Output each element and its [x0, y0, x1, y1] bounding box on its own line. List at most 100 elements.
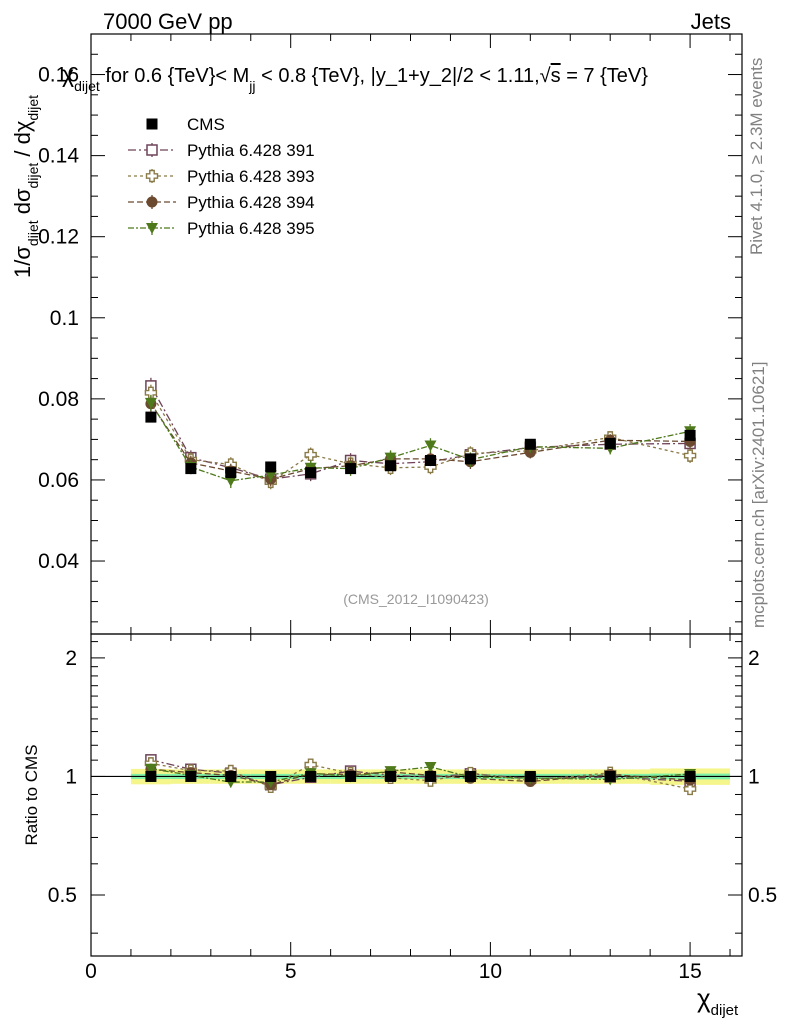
- data-point: [683, 449, 697, 462]
- ratio-y-tick-label-left: 2: [65, 647, 77, 670]
- x-tick-label: 5: [285, 960, 297, 983]
- legend-entry: CMS: [146, 115, 225, 134]
- ratio-axes: 0 5 10 15 0.5 0.5 1 1 2 2: [48, 634, 777, 983]
- data-point: [264, 470, 277, 482]
- ylabel-c-sub: dijet: [25, 95, 41, 121]
- data-point: [524, 438, 536, 450]
- ratio-series-line: [150, 766, 691, 783]
- title-tail: < 0.8 {TeV}, |y_1+y_2|/2 < 1.11,: [256, 65, 540, 87]
- data-point: [224, 475, 237, 487]
- ratio-point: [464, 770, 476, 782]
- y-tick-label: 0.08: [38, 388, 79, 411]
- ratio-y-axis-label: Ratio to CMS: [22, 744, 41, 845]
- title-sqrt: √: [540, 65, 551, 87]
- title-sub-dijet: dijet: [74, 78, 100, 94]
- legend-marker: [146, 196, 158, 208]
- ratio-plot-frame: [90, 633, 743, 957]
- data-point: [424, 454, 436, 466]
- legend-marker: [146, 118, 158, 130]
- y-tick-label: 0.04: [38, 550, 79, 573]
- ratio-point: [144, 763, 157, 775]
- ylabel-b-sub: dijet: [25, 163, 41, 189]
- x-axis-label: χdijet: [697, 983, 739, 1019]
- series-cms: [145, 411, 696, 479]
- data-point: [424, 440, 437, 452]
- main-axes: 0.04 0.06 0.08 0.1 0.12 0.14 0.16: [38, 33, 742, 634]
- series-line: [150, 402, 691, 482]
- main-series-layer: [144, 377, 697, 490]
- y-axis-label: 1/σdijet dσdijet / dχdijet: [10, 95, 41, 278]
- legend-marker: [146, 223, 158, 234]
- rivet-version-text: Rivet 4.1.0, ≥ 2.3M events: [747, 58, 766, 255]
- ylabel-c: / dχ: [10, 120, 35, 163]
- plot-title: χdijet for 0.6 {TeV}< Mjj < 0.8 {TeV}, |…: [62, 61, 648, 94]
- legend-label: Pythia 6.428 391: [187, 141, 315, 160]
- legend-entry: Pythia 6.428 394: [128, 193, 315, 212]
- legend-entry: Pythia 6.428 391: [128, 141, 315, 160]
- data-point: [345, 463, 357, 475]
- xlabel-sub: dijet: [711, 1002, 739, 1019]
- x-tick-label: 0: [85, 960, 97, 983]
- series-line: [150, 403, 691, 480]
- data-point: [384, 452, 397, 464]
- ratio-point: [385, 770, 397, 782]
- y-tick-label: 0.06: [38, 469, 79, 492]
- data-point: [385, 460, 397, 472]
- ratio-point: [305, 770, 317, 782]
- ratio-y-tick-label-left: 1: [65, 765, 77, 788]
- xlabel-chi: χ: [697, 983, 711, 1013]
- title-chi: χ: [62, 61, 74, 87]
- title-sub-jj: jj: [248, 78, 255, 94]
- header-left: 7000 GeV pp: [103, 9, 233, 34]
- mcplots-text: mcplots.cern.ch [arXiv:2401.10621]: [749, 362, 768, 628]
- ratio-series-line: [150, 762, 691, 790]
- data-point: [225, 467, 237, 479]
- ratio-point: [524, 770, 536, 782]
- title-mid: for 0.6 {TeV}< M: [100, 65, 250, 87]
- legend-label: Pythia 6.428 393: [187, 167, 315, 186]
- ratio-point: [684, 770, 696, 782]
- ylabel-b: dσ: [10, 188, 35, 220]
- ratio-series-layer: [144, 754, 697, 796]
- legend-marker: [145, 169, 159, 183]
- ratio-y-tick-label-left: 0.5: [48, 884, 77, 907]
- data-point: [144, 397, 157, 409]
- ratio-y-tick-label-right: 2: [748, 647, 760, 670]
- x-tick-label: 15: [678, 960, 701, 983]
- data-point: [684, 429, 696, 441]
- legend-entry: Pythia 6.428 395: [128, 219, 315, 238]
- data-point: [265, 461, 277, 473]
- data-point: [305, 467, 317, 479]
- y-tick-label: 0.14: [38, 145, 79, 168]
- y-tick-label: 0.16: [38, 64, 79, 87]
- data-point: [185, 463, 197, 475]
- ratio-series-cms: [145, 770, 696, 782]
- y-tick-label: 0.1: [50, 307, 79, 330]
- title-end: = 7 {TeV}: [561, 65, 649, 87]
- ratio-point: [185, 770, 197, 782]
- ratio-point: [424, 761, 437, 773]
- legend: CMS Pythia 6.428 391 Pythia 6.428 393 Pythi…: [128, 115, 315, 238]
- legend-label: Pythia 6.428 394: [187, 193, 315, 212]
- ratio-point: [265, 770, 277, 782]
- data-point: [464, 453, 476, 465]
- y-tick-label: 0.12: [38, 226, 79, 249]
- legend-label: Pythia 6.428 395: [187, 219, 315, 238]
- legend-marker: [146, 144, 158, 156]
- ylabel-a-sub: dijet: [25, 220, 41, 246]
- ylabel-a: 1/σ: [10, 246, 35, 278]
- data-point: [304, 448, 317, 462]
- x-tick-label: 10: [479, 960, 502, 983]
- ratio-point: [145, 770, 157, 782]
- ratio-y-tick-label-right: 0.5: [748, 884, 777, 907]
- ratio-point: [424, 770, 436, 782]
- ratio-point: [345, 770, 357, 782]
- legend-entry: Pythia 6.428 393: [128, 167, 315, 186]
- ratio-point: [604, 770, 616, 782]
- ratio-point: [683, 782, 697, 796]
- series-line: [150, 392, 691, 483]
- ratio-point: [225, 770, 237, 782]
- ratio-series-line: [150, 768, 691, 786]
- legend-label: CMS: [187, 115, 225, 134]
